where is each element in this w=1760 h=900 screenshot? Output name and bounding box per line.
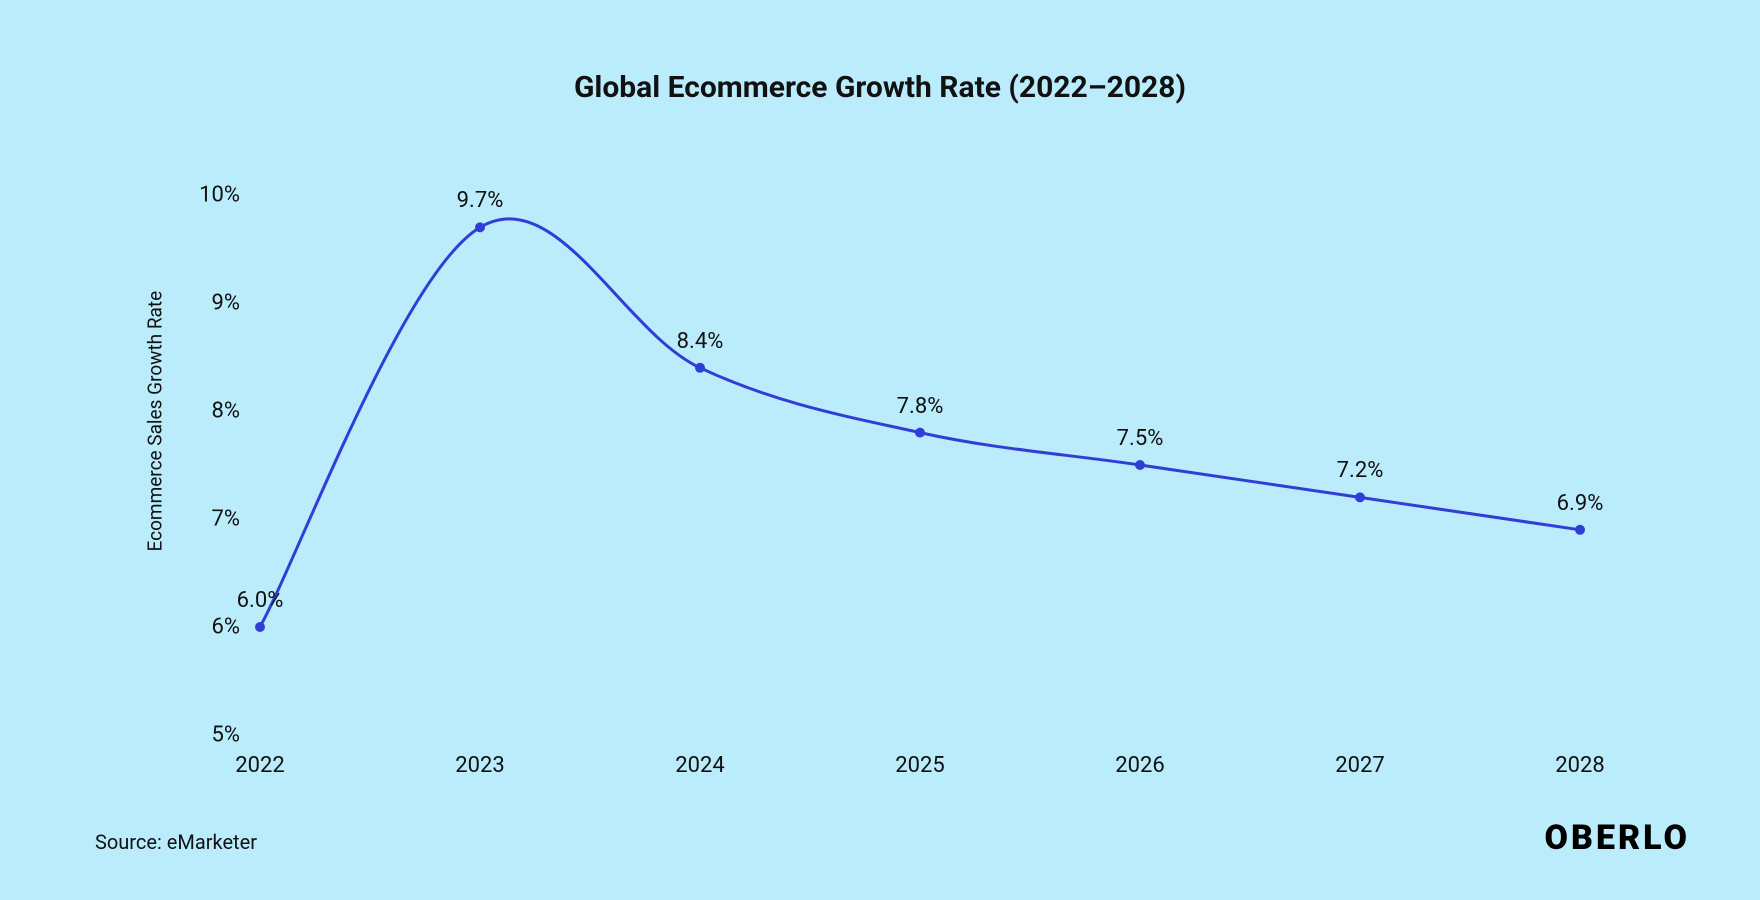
y-tick-label: 8% — [170, 399, 240, 424]
brand-logo: OBERLO — [1545, 818, 1690, 858]
y-tick-label: 6% — [170, 615, 240, 640]
point-label: 7.2% — [1337, 458, 1384, 483]
point-label: 6.9% — [1557, 491, 1604, 516]
point-label: 7.8% — [897, 394, 944, 419]
line-series — [260, 219, 1580, 627]
point-label: 7.5% — [1117, 426, 1164, 451]
chart-title: Global Ecommerce Growth Rate (2022–2028) — [0, 70, 1760, 105]
y-tick-label: 5% — [170, 723, 240, 748]
x-tick-label: 2025 — [895, 753, 944, 778]
y-tick-label: 10% — [170, 183, 240, 208]
data-point — [475, 222, 485, 232]
point-label: 9.7% — [457, 188, 504, 213]
chart-container: Global Ecommerce Growth Rate (2022–2028)… — [0, 0, 1760, 900]
x-tick-label: 2024 — [675, 753, 724, 778]
point-label: 8.4% — [677, 329, 724, 354]
x-tick-label: 2026 — [1115, 753, 1164, 778]
data-point — [915, 428, 925, 438]
point-label: 6.0% — [237, 588, 284, 613]
x-tick-label: 2022 — [235, 753, 284, 778]
data-point — [1135, 460, 1145, 470]
source-text: Source: eMarketer — [95, 830, 257, 854]
x-tick-label: 2027 — [1335, 753, 1384, 778]
x-tick-label: 2023 — [455, 753, 504, 778]
data-point — [695, 363, 705, 373]
x-tick-label: 2028 — [1555, 753, 1604, 778]
data-point — [1355, 492, 1365, 502]
y-tick-label: 7% — [170, 507, 240, 532]
y-tick-label: 9% — [170, 291, 240, 316]
data-point — [1575, 525, 1585, 535]
data-point — [255, 622, 265, 632]
y-axis-title: Ecommerce Sales Growth Rate — [144, 291, 167, 551]
